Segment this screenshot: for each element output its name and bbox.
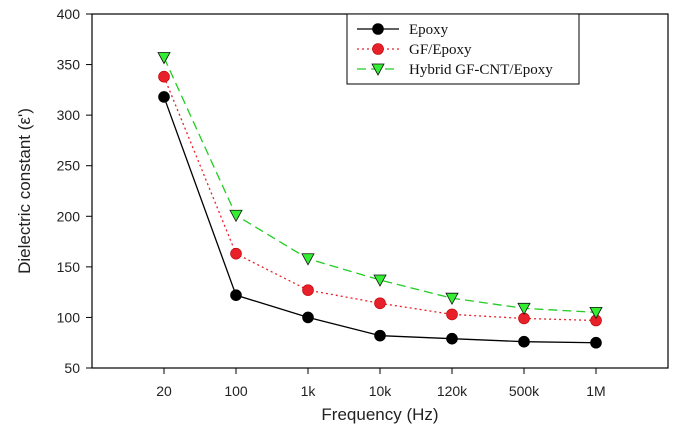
data-point <box>301 253 315 266</box>
series-1 <box>158 70 602 327</box>
data-point <box>446 308 458 321</box>
data-point <box>229 209 243 223</box>
data-point <box>374 329 386 342</box>
y-axis-ticks: 50 100 150 200 250 300 350 400 <box>57 6 92 376</box>
data-point <box>590 336 602 349</box>
data-point <box>157 52 171 65</box>
x-tick-label: 500k <box>509 383 540 399</box>
y-tick-label: 150 <box>57 259 81 275</box>
data-point <box>518 335 530 348</box>
x-tick-label: 120k <box>437 383 468 399</box>
y-tick-label: 400 <box>57 6 81 22</box>
x-tick-label: 1k <box>301 383 317 399</box>
y-tick-label: 350 <box>57 57 81 73</box>
data-point <box>302 284 314 296</box>
legend: Epoxy GF/Epoxy Hybrid GF-CNT/Epoxy <box>346 13 580 85</box>
data-point <box>302 311 314 324</box>
legend-marker <box>371 63 385 76</box>
y-axis-title: Dielectric constant (ε') <box>15 108 34 274</box>
data-point <box>446 332 458 345</box>
x-tick-label: 100 <box>224 383 248 399</box>
y-tick-label: 50 <box>64 360 80 376</box>
data-point <box>230 247 242 260</box>
data-point <box>374 297 386 310</box>
series-0 <box>158 91 602 349</box>
data-point <box>589 306 603 320</box>
data-point <box>158 91 170 103</box>
y-tick-label: 300 <box>57 107 81 123</box>
data-point <box>230 289 242 301</box>
x-tick-label: 1M <box>586 383 605 399</box>
legend-marker <box>372 43 384 55</box>
y-tick-label: 100 <box>57 309 81 325</box>
data-point <box>373 274 387 287</box>
y-tick-label: 250 <box>57 158 81 174</box>
legend-label: Hybrid GF-CNT/Epoxy <box>409 62 553 78</box>
x-tick-label: 10k <box>369 383 393 399</box>
data-point <box>517 302 531 316</box>
legend-label: GF/Epoxy <box>409 42 472 58</box>
data-point <box>158 70 170 83</box>
legend-label: Epoxy <box>409 22 449 38</box>
x-axis-ticks: 20 100 1k 10k 120k 500k 1M <box>156 368 606 399</box>
data-point <box>445 292 459 306</box>
y-tick-label: 200 <box>57 208 81 224</box>
legend-marker <box>372 23 384 35</box>
x-tick-label: 20 <box>156 383 172 399</box>
series-2 <box>157 52 603 320</box>
x-axis-title: Frequency (Hz) <box>321 405 438 424</box>
legend-box <box>346 13 580 85</box>
series-layer <box>157 52 603 349</box>
